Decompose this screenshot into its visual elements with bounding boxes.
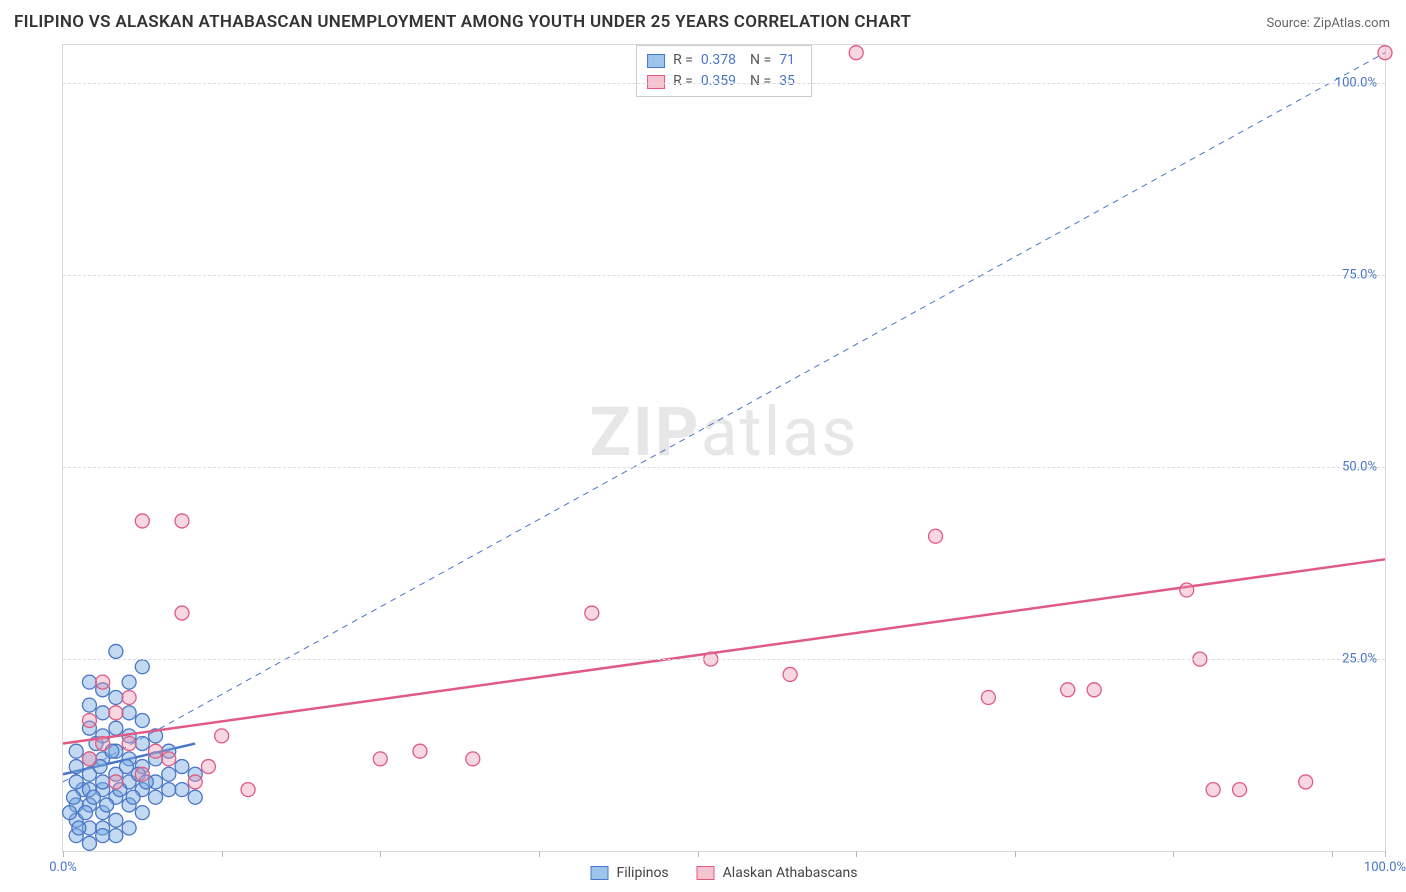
- data-point: [1299, 775, 1313, 789]
- y-tick-label: 100.0%: [1335, 76, 1377, 91]
- x-tick: [222, 851, 223, 857]
- data-point: [96, 706, 110, 720]
- diagonal-reference-line: [63, 53, 1385, 782]
- data-point: [109, 813, 123, 827]
- data-point: [241, 783, 255, 797]
- data-point: [135, 806, 149, 820]
- y-tick-label: 25.0%: [1342, 652, 1377, 667]
- x-tick: [856, 851, 857, 857]
- x-tick: [539, 851, 540, 857]
- x-tick: [1385, 851, 1386, 857]
- data-point: [122, 821, 136, 835]
- legend-label-1: Filipinos: [617, 865, 669, 881]
- source-credit: Source: ZipAtlas.com: [1266, 16, 1390, 31]
- data-point: [109, 775, 123, 789]
- data-point: [1206, 783, 1220, 797]
- data-point: [109, 706, 123, 720]
- data-point: [585, 606, 599, 620]
- data-point: [373, 752, 387, 766]
- data-point: [69, 775, 83, 789]
- grid-line: [63, 275, 1385, 276]
- data-point: [175, 783, 189, 797]
- grid-line: [63, 83, 1385, 84]
- data-point: [149, 790, 163, 804]
- data-point: [86, 790, 100, 804]
- data-point: [122, 706, 136, 720]
- data-point: [162, 767, 176, 781]
- data-point: [96, 675, 110, 689]
- swatch-blue-icon: [591, 866, 609, 880]
- legend-bottom: Filipinos Alaskan Athabascans: [591, 865, 858, 881]
- data-point: [1061, 683, 1075, 697]
- data-point: [82, 836, 96, 850]
- data-point: [215, 729, 229, 743]
- data-point: [67, 790, 81, 804]
- data-point: [63, 806, 77, 820]
- data-point: [122, 690, 136, 704]
- data-point: [175, 514, 189, 528]
- data-point: [122, 737, 136, 751]
- data-point: [201, 760, 215, 774]
- data-point: [162, 783, 176, 797]
- grid-line: [63, 467, 1385, 468]
- data-point: [981, 690, 995, 704]
- x-tick: [1173, 851, 1174, 857]
- data-point: [1378, 46, 1392, 60]
- data-point: [783, 667, 797, 681]
- chart-plot-area: ZIPatlas R = 0.378 N = 71 R = 0.359 N = …: [62, 44, 1386, 852]
- x-tick: [698, 851, 699, 857]
- data-point: [109, 690, 123, 704]
- data-point: [135, 714, 149, 728]
- data-point: [135, 660, 149, 674]
- data-point: [175, 760, 189, 774]
- data-point: [100, 798, 114, 812]
- data-point: [69, 744, 83, 758]
- data-point: [135, 767, 149, 781]
- y-tick-label: 50.0%: [1342, 460, 1377, 475]
- data-point: [175, 606, 189, 620]
- x-tick: [1015, 851, 1016, 857]
- data-point: [1180, 583, 1194, 597]
- data-point: [849, 46, 863, 60]
- data-point: [135, 737, 149, 751]
- grid-line: [63, 659, 1385, 660]
- data-point: [82, 714, 96, 728]
- data-point: [96, 737, 110, 751]
- x-tick-label: 100.0%: [1364, 860, 1406, 875]
- data-point: [96, 829, 110, 843]
- x-tick-label: 0.0%: [49, 860, 77, 875]
- x-tick: [63, 851, 64, 857]
- data-point: [413, 744, 427, 758]
- data-point: [72, 821, 86, 835]
- data-point: [466, 752, 480, 766]
- x-tick: [380, 851, 381, 857]
- data-point: [1233, 783, 1247, 797]
- swatch-pink-icon: [697, 866, 715, 880]
- data-point: [929, 529, 943, 543]
- chart-title: FILIPINO VS ALASKAN ATHABASCAN UNEMPLOYM…: [14, 12, 911, 32]
- data-point: [149, 744, 163, 758]
- legend-item: Filipinos: [591, 865, 669, 881]
- data-point: [78, 806, 92, 820]
- data-point: [1087, 683, 1101, 697]
- data-point: [109, 829, 123, 843]
- data-point: [96, 775, 110, 789]
- legend-label-2: Alaskan Athabascans: [723, 865, 858, 881]
- legend-item: Alaskan Athabascans: [697, 865, 858, 881]
- data-point: [69, 760, 83, 774]
- data-point: [126, 790, 140, 804]
- data-point: [82, 752, 96, 766]
- data-point: [109, 644, 123, 658]
- data-point: [135, 514, 149, 528]
- x-tick: [1332, 851, 1333, 857]
- data-point: [122, 675, 136, 689]
- data-point: [82, 698, 96, 712]
- data-point: [82, 675, 96, 689]
- data-point: [162, 752, 176, 766]
- data-point: [109, 721, 123, 735]
- scatter-svg: [63, 45, 1385, 851]
- data-point: [188, 790, 202, 804]
- data-point: [188, 775, 202, 789]
- y-tick-label: 75.0%: [1342, 268, 1377, 283]
